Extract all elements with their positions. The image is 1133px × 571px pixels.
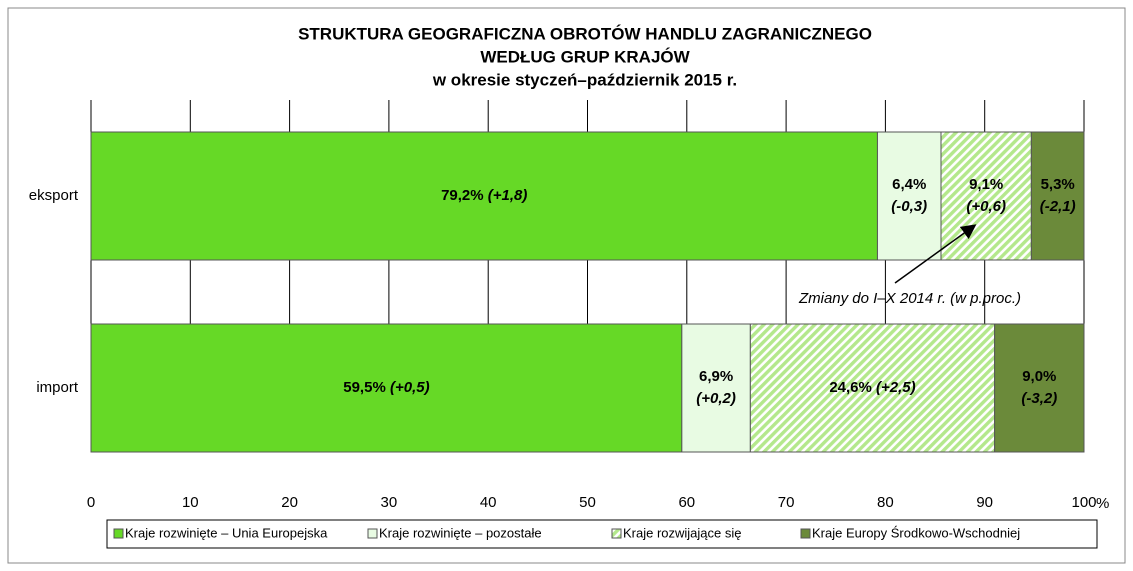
- change-label: (+0,2): [696, 390, 736, 407]
- x-tick-label: 60: [678, 494, 695, 511]
- value-label: 6,4%: [892, 176, 926, 193]
- chart-title: w okresie styczeń–październik 2015 r.: [432, 70, 737, 89]
- chart-border: [7, 7, 1126, 564]
- y-tick-label: eksport: [29, 187, 79, 204]
- x-tick-label: 90: [976, 494, 993, 511]
- legend-swatch: [800, 528, 811, 539]
- legend-label: Kraje Europy Środkowo-Wschodniej: [812, 525, 1020, 540]
- data-label: 59,5% (+0,5): [343, 379, 429, 396]
- change-label: (+2,5): [876, 379, 916, 396]
- change-label: (-3,2): [1021, 390, 1057, 407]
- x-axis-label: %: [1096, 495, 1109, 512]
- legend-swatch: [113, 528, 124, 539]
- x-tick-label: 50: [579, 494, 596, 511]
- x-tick-label: 30: [381, 494, 398, 511]
- value-label: 9,0%: [1022, 368, 1056, 385]
- value-label: 9,1%: [969, 176, 1003, 193]
- legend-label: Kraje rozwinięte – Unia Europejska: [125, 525, 328, 540]
- value-label: 59,5%: [343, 379, 386, 396]
- change-label: (+1,8): [488, 187, 528, 204]
- legend-swatch: [611, 528, 622, 539]
- x-tick-label: 100: [1071, 494, 1096, 511]
- bar-segment: [90, 131, 878, 261]
- legend-swatch: [367, 528, 378, 539]
- value-label: 6,9%: [699, 368, 733, 385]
- x-tick-label: 70: [778, 494, 795, 511]
- change-label: (+0,6): [966, 198, 1006, 215]
- bar-segment: [1030, 131, 1085, 261]
- legend: [106, 519, 1098, 549]
- data-label: 24,6% (+2,5): [829, 379, 915, 396]
- change-label: (-2,1): [1040, 198, 1076, 215]
- legend-label: Kraje rozwinięte – pozostałe: [379, 525, 542, 540]
- y-tick-label: import: [36, 379, 79, 396]
- value-label: 5,3%: [1041, 176, 1075, 193]
- annotation-arrow: [894, 224, 977, 284]
- x-tick-label: 0: [87, 494, 95, 511]
- chart-title: STRUKTURA GEOGRAFICZNA OBROTÓW HANDLU ZA…: [298, 24, 872, 43]
- bar-segment: [994, 323, 1085, 453]
- x-tick-label: 40: [480, 494, 497, 511]
- chart-title: WEDŁUG GRUP KRAJÓW: [480, 47, 690, 66]
- annotation: Zmiany do I–X 2014 r. (w p.proc.): [798, 290, 1021, 307]
- value-label: 24,6%: [829, 379, 872, 396]
- bar-segment: [90, 323, 683, 453]
- x-tick-label: 20: [281, 494, 298, 511]
- legend-label: Kraje rozwijające się: [623, 525, 742, 540]
- bar-segment: [749, 323, 996, 453]
- x-tick-label: 80: [877, 494, 894, 511]
- bar-segment: [681, 323, 751, 453]
- data-label: 79,2% (+1,8): [441, 187, 527, 204]
- change-label: (+0,5): [390, 379, 430, 396]
- value-label: 79,2%: [441, 187, 484, 204]
- change-label: (-0,3): [891, 198, 927, 215]
- x-tick-label: 10: [182, 494, 199, 511]
- bar-segment: [876, 131, 942, 261]
